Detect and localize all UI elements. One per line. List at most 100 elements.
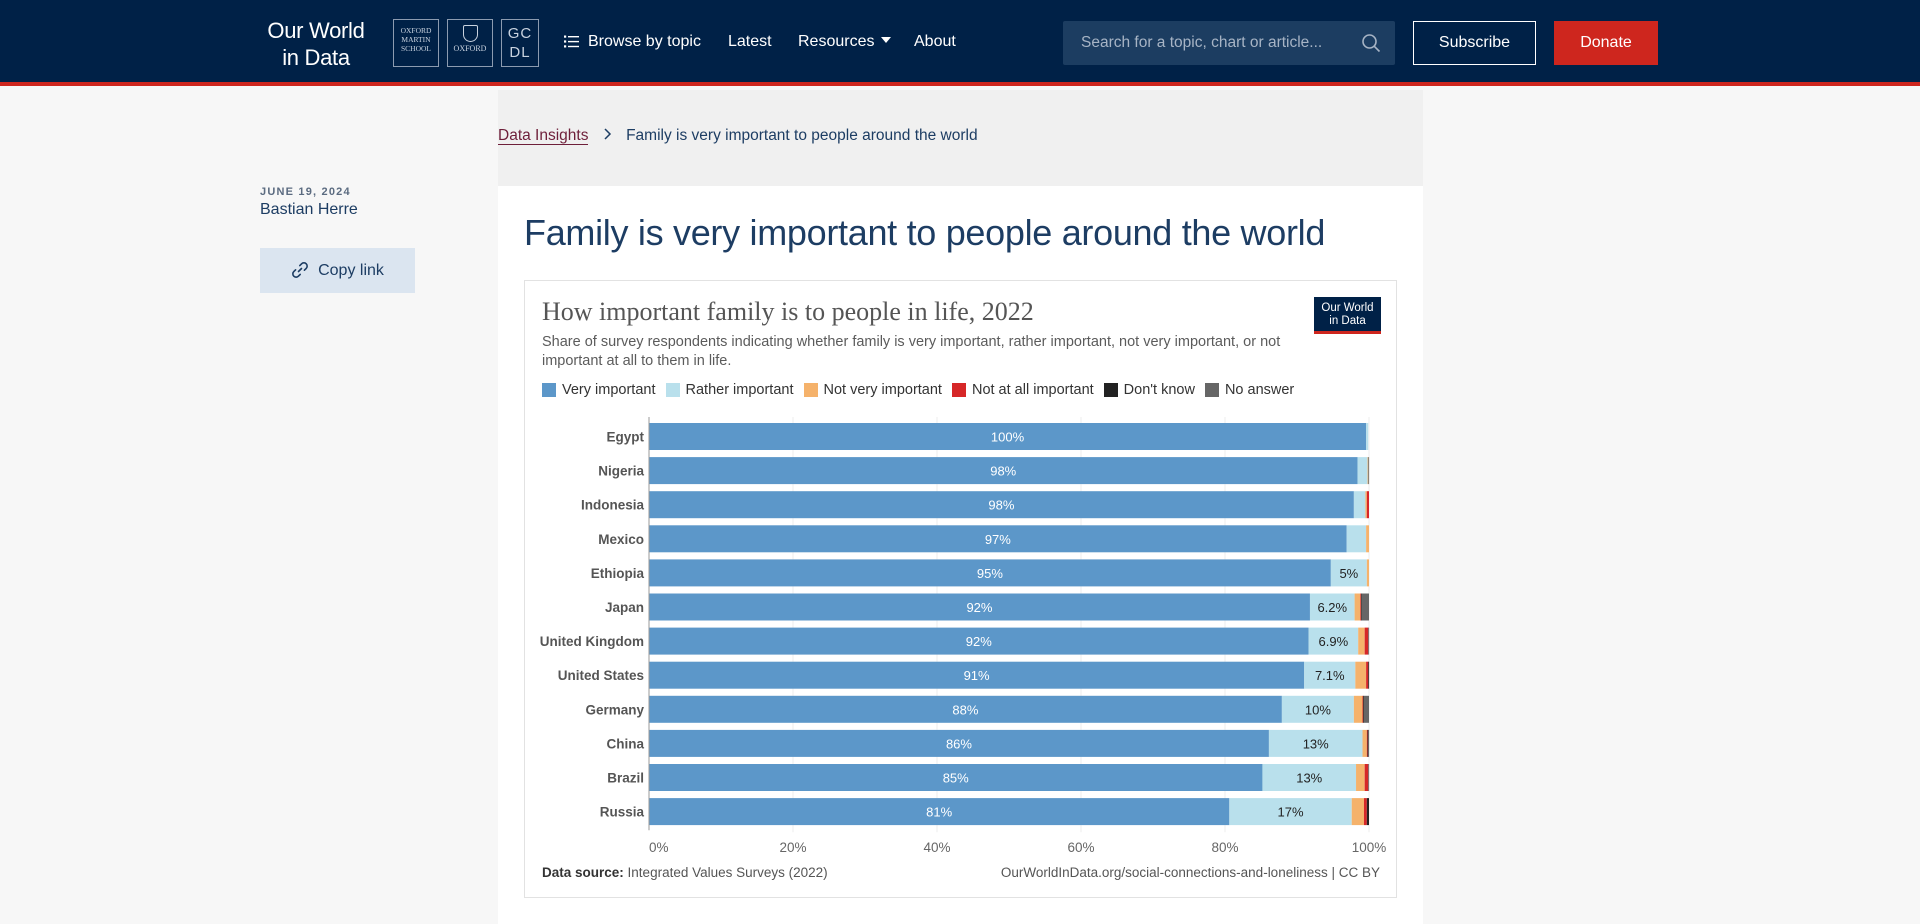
author-name[interactable]: Bastian Herre — [260, 201, 358, 218]
bar-mexico-very-important[interactable] — [649, 525, 1347, 553]
category-label-ethiopia: Ethiopia — [591, 566, 645, 581]
legend-label: Not at all important — [971, 382, 1094, 398]
source-text: Integrated Values Surveys (2022) — [627, 865, 828, 880]
bar-russia-very-important[interactable] — [649, 798, 1230, 826]
bar-china-very-important[interactable] — [649, 729, 1269, 757]
bar-brazil-very-important[interactable] — [649, 764, 1263, 791]
legend-item-very-important[interactable]: Very important — [542, 382, 656, 398]
data-label-brazil-rather-important: 13% — [1296, 771, 1322, 786]
bar-united-states-very-important[interactable] — [649, 661, 1305, 689]
bar-china-no-answer[interactable] — [1368, 729, 1370, 757]
bar-germany-not-at-all-important[interactable] — [1362, 695, 1364, 723]
bar-nigeria-no-answer[interactable] — [1368, 457, 1370, 485]
bar-brazil-no-answer[interactable] — [1368, 764, 1370, 791]
bar-mexico-not-very-important[interactable] — [1366, 525, 1369, 553]
bar-united-kingdom-not-at-all-important[interactable] — [1364, 627, 1369, 655]
university-of-oxford-logo[interactable]: OXFORD — [447, 19, 493, 67]
bar-united-kingdom-not-very-important[interactable] — [1358, 627, 1365, 655]
search-icon[interactable] — [1361, 33, 1381, 53]
bar-indonesia-not-at-all-important[interactable] — [1366, 491, 1369, 519]
bar-japan-no-answer[interactable] — [1361, 593, 1369, 621]
legend-item-rather-important[interactable]: Rather important — [665, 382, 794, 398]
bar-united-states-not-very-important[interactable] — [1355, 661, 1367, 689]
bar-japan-not-very-important[interactable] — [1354, 593, 1361, 621]
bar-brazil-not-very-important[interactable] — [1356, 764, 1365, 791]
bar-china-not-at-all-important[interactable] — [1366, 729, 1368, 757]
bar-united-states-not-at-all-important[interactable] — [1366, 661, 1369, 689]
bar-nigeria-very-important[interactable] — [649, 457, 1358, 485]
chart-title: How important family is to people in lif… — [542, 297, 1034, 326]
bar-germany-don-t-know[interactable] — [1363, 695, 1365, 723]
bar-japan-very-important[interactable] — [649, 593, 1310, 621]
bar-germany-very-important[interactable] — [649, 695, 1282, 723]
nav-about[interactable]: About — [914, 33, 956, 50]
bar-china-rather-important[interactable] — [1268, 729, 1363, 757]
category-label-united-states: United States — [558, 668, 644, 683]
bar-united-kingdom-rather-important[interactable] — [1308, 627, 1359, 655]
bar-indonesia-very-important[interactable] — [649, 491, 1354, 519]
oxford-martin-school-logo[interactable]: OXFORD MARTIN SCHOOL — [393, 19, 439, 67]
bar-china-not-very-important[interactable] — [1362, 729, 1367, 757]
bar-germany-not-very-important[interactable] — [1353, 695, 1363, 723]
owid-logo[interactable]: Our World in Data — [262, 17, 370, 71]
nav-browse-by-topic[interactable]: Browse by topic — [564, 33, 701, 51]
legend-item-no-answer[interactable]: No answer — [1204, 382, 1294, 398]
search-input[interactable] — [1063, 21, 1353, 65]
bar-united-states-don-t-know[interactable] — [1368, 661, 1370, 689]
oms-line-2: MARTIN — [401, 35, 431, 44]
bar-japan-rather-important[interactable] — [1309, 593, 1355, 621]
bar-russia-don-t-know[interactable] — [1366, 798, 1369, 826]
copy-link-button[interactable]: Copy link — [260, 248, 415, 293]
data-label-china-very-important: 86% — [946, 736, 972, 751]
bar-ethiopia-rather-important[interactable] — [1330, 559, 1367, 587]
bar-ethiopia-very-important[interactable] — [649, 559, 1331, 587]
bar-united-kingdom-very-important[interactable] — [649, 627, 1309, 655]
bar-egypt-very-important[interactable] — [649, 423, 1367, 450]
bar-japan-not-at-all-important[interactable] — [1360, 593, 1362, 621]
bar-russia-not-at-all-important[interactable] — [1363, 798, 1367, 826]
data-label-japan-very-important: 92% — [966, 600, 992, 615]
legend-swatch — [1204, 383, 1219, 397]
nav-latest[interactable]: Latest — [728, 33, 772, 50]
bar-china-don-t-know[interactable] — [1367, 729, 1369, 757]
chart-url[interactable]: OurWorldInData.org/social-connections-an… — [1000, 865, 1380, 880]
bar-united-states-rather-important[interactable] — [1304, 661, 1356, 689]
bar-egypt-rather-important[interactable] — [1366, 423, 1369, 450]
legend-label: Not very important — [823, 382, 942, 398]
bar-indonesia-not-very-important[interactable] — [1365, 491, 1367, 519]
legend-swatch — [951, 383, 966, 397]
legend-item-not-very-important[interactable]: Not very important — [803, 382, 942, 398]
data-label-ethiopia-rather-important: 5% — [1339, 566, 1358, 581]
gcdl-logo[interactable]: GC DL — [501, 19, 539, 67]
owid-badge-logo[interactable]: Our World in Data — [1314, 297, 1381, 334]
bar-germany-no-answer[interactable] — [1363, 695, 1369, 723]
bar-germany-rather-important[interactable] — [1281, 695, 1354, 723]
bar-japan-don-t-know[interactable] — [1361, 593, 1362, 621]
bar-russia-not-very-important[interactable] — [1351, 798, 1364, 826]
breadcrumb-data-insights-link[interactable]: Data Insights — [498, 127, 589, 145]
category-label-japan: Japan — [605, 600, 644, 615]
bar-united-kingdom-no-answer[interactable] — [1368, 627, 1370, 655]
category-label-germany: Germany — [585, 702, 644, 717]
caret-down-icon — [881, 37, 892, 43]
bar-indonesia-rather-important[interactable] — [1353, 491, 1366, 519]
data-label-germany-very-important: 88% — [952, 702, 978, 717]
subscribe-button[interactable]: Subscribe — [1413, 21, 1536, 65]
bar-russia-rather-important[interactable] — [1229, 798, 1352, 826]
x-tick-label: 20% — [779, 840, 806, 855]
data-label-brazil-very-important: 85% — [943, 771, 969, 786]
bar-ethiopia-not-very-important[interactable] — [1366, 559, 1369, 587]
bar-nigeria-rather-important[interactable] — [1357, 457, 1368, 485]
bar-brazil-not-at-all-important[interactable] — [1364, 764, 1369, 791]
legend-item-don-t-know[interactable]: Don't know — [1103, 382, 1195, 398]
bar-nigeria-not-very-important[interactable] — [1367, 457, 1369, 485]
gcdl-line-2: DL — [509, 44, 531, 61]
nav-resources[interactable]: Resources — [798, 33, 892, 51]
x-tick-label: 80% — [1211, 840, 1238, 855]
donate-button[interactable]: Donate — [1554, 21, 1658, 65]
bar-mexico-rather-important[interactable] — [1346, 525, 1367, 553]
data-label-indonesia-very-important: 98% — [988, 498, 1014, 513]
bar-brazil-rather-important[interactable] — [1262, 764, 1357, 791]
category-label-united-kingdom: United Kingdom — [540, 634, 644, 649]
legend-item-not-at-all-important[interactable]: Not at all important — [951, 382, 1094, 398]
